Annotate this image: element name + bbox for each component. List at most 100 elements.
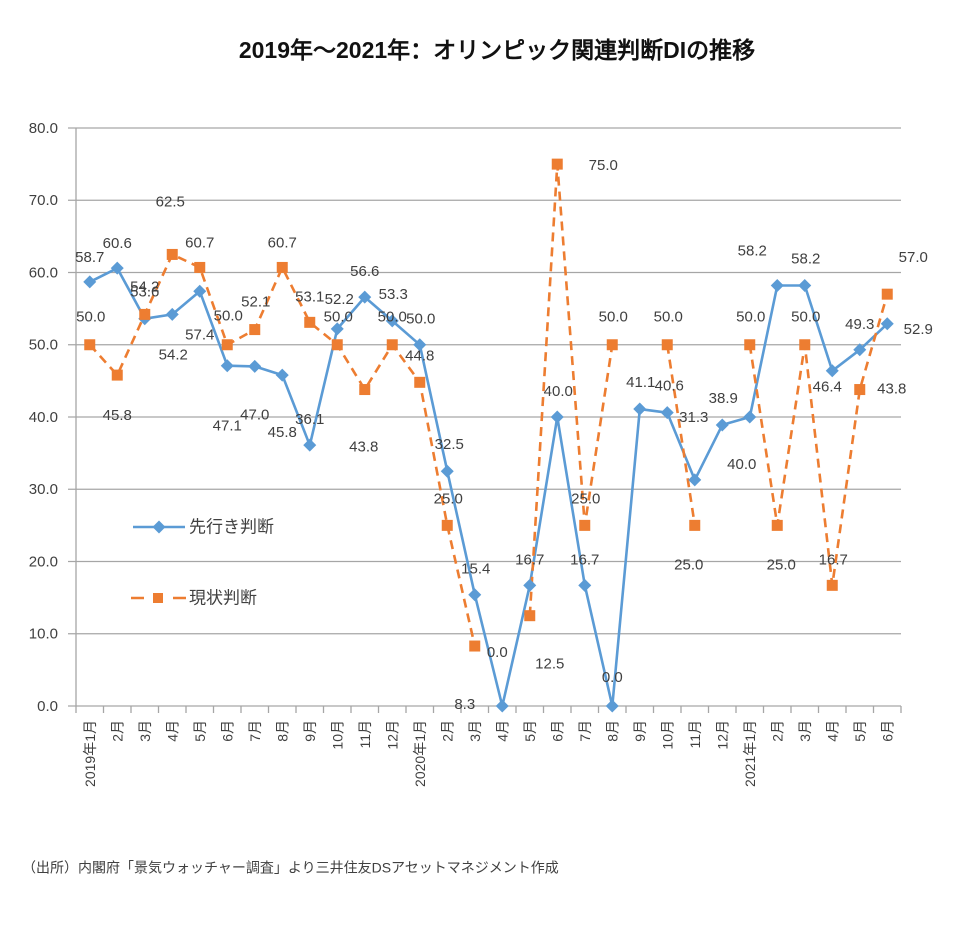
x-tick-label: 4月 (494, 720, 510, 742)
data-point-current (826, 579, 838, 591)
y-tick-label: 60.0 (29, 264, 58, 281)
data-label-forecast: 49.3 (845, 316, 874, 333)
data-point-forecast (248, 359, 262, 373)
data-point-forecast (605, 699, 619, 713)
x-tick-label: 10月 (329, 720, 345, 750)
data-label-forecast: 46.4 (813, 379, 842, 396)
data-label-current: 62.5 (156, 193, 185, 210)
data-label-forecast: 53.3 (379, 286, 408, 303)
x-tick-label: 5月 (522, 720, 538, 742)
data-point-forecast (110, 261, 124, 275)
data-point-forecast (825, 364, 839, 378)
data-point-forecast (413, 338, 427, 352)
y-tick-label: 20.0 (29, 553, 58, 570)
data-label-current: 53.1 (295, 288, 324, 305)
data-point-current (221, 339, 233, 351)
data-label-forecast: 36.1 (295, 411, 324, 428)
data-label-current: 44.8 (405, 347, 434, 364)
x-tick-label: 4月 (824, 720, 840, 742)
data-label-current: 45.8 (103, 407, 132, 424)
x-tick-label: 3月 (797, 720, 813, 742)
data-label-current: 43.8 (349, 439, 378, 456)
x-tick-label: 2月 (769, 720, 785, 742)
data-label-forecast: 16.7 (515, 551, 544, 568)
data-point-current (414, 376, 426, 388)
data-label-current: 25.0 (571, 490, 600, 507)
x-tick-label: 10月 (659, 720, 675, 750)
data-label-forecast: 52.9 (904, 321, 933, 338)
y-tick-label: 70.0 (29, 192, 58, 209)
data-label-current: 25.0 (674, 556, 703, 573)
data-label-current: 60.7 (185, 234, 214, 251)
data-label-current: 16.7 (819, 551, 848, 568)
y-tick-label: 0.0 (37, 698, 58, 715)
data-label-forecast: 31.3 (679, 409, 708, 426)
data-point-forecast (303, 438, 317, 452)
data-point-forecast (578, 578, 592, 592)
data-markers (83, 158, 894, 713)
data-label-current: 50.0 (791, 309, 820, 326)
data-label-current: 50.0 (76, 309, 105, 326)
data-label-forecast: 56.6 (350, 263, 379, 280)
diamond-marker-icon (152, 520, 166, 534)
x-axis: 2019年1月 2月 3月 4月 5月 6月 7月 8月 9月 10月 11月 12月 2020年1月 2… (75, 706, 902, 787)
data-point-forecast (853, 343, 867, 357)
x-tick-label: 8月 (274, 720, 290, 742)
x-tick-label: 2021年1月 (742, 720, 758, 787)
data-label-forecast: 52.2 (325, 291, 354, 308)
data-label-forecast: 57.4 (185, 326, 214, 343)
data-label-current: 50.0 (736, 309, 765, 326)
data-point-current (661, 339, 673, 351)
data-point-current (304, 316, 316, 328)
data-label-current: 50.0 (324, 309, 353, 326)
data-point-current (881, 288, 893, 300)
y-axis: 0.0 10.0 20.0 30.0 40.0 50.0 60.0 70.0 80.0 (29, 120, 77, 715)
data-point-forecast (440, 464, 454, 478)
x-tick-label: 3月 (137, 720, 153, 742)
data-label-forecast: 47.0 (240, 406, 269, 423)
x-tick-label: 11月 (687, 720, 703, 749)
data-point-forecast (880, 317, 894, 331)
data-label-current: 8.3 (454, 696, 475, 713)
data-label-forecast: 40.6 (655, 378, 684, 395)
x-tick-label: 6月 (549, 720, 565, 742)
data-label-current: 75.0 (589, 157, 618, 174)
data-point-current (111, 369, 123, 381)
data-point-current (469, 640, 481, 652)
series-line-forecast (89, 266, 889, 708)
x-tick-label: 6月 (219, 720, 235, 742)
x-tick-label: 3月 (467, 720, 483, 742)
data-label-forecast: 40.0 (544, 383, 573, 400)
data-label-current: 50.0 (378, 309, 407, 326)
data-label-current: 60.7 (268, 234, 297, 251)
data-label-current: 50.0 (599, 309, 628, 326)
legend-item-forecast: 先行き判断 (133, 517, 274, 536)
data-point-current (854, 384, 866, 396)
x-tick-label: 2020年1月 (412, 720, 428, 787)
data-point-forecast (523, 578, 537, 592)
data-label-current: 25.0 (767, 556, 796, 573)
data-point-current (84, 339, 96, 351)
x-tick-label: 12月 (714, 720, 730, 750)
x-tick-label: 5月 (192, 720, 208, 742)
source-note: （出所）内閣府「景気ウォッチャー調査」より三井住友DSアセットマネジメント作成 (22, 860, 559, 876)
data-point-forecast (660, 406, 674, 420)
series-lines (88, 162, 889, 708)
data-label-forecast: 50.0 (406, 311, 435, 328)
data-point-forecast (798, 279, 812, 293)
data-point-forecast (165, 307, 179, 321)
data-point-forecast (193, 284, 207, 298)
data-label-forecast: 47.1 (213, 418, 242, 435)
data-point-forecast (633, 402, 647, 416)
data-labels: 58.760.653.654.257.447.147.045.836.152.2… (75, 157, 933, 713)
x-tick-label: 7月 (247, 720, 263, 742)
data-point-forecast (715, 418, 729, 432)
data-point-forecast (550, 410, 564, 424)
x-tick-label: 6月 (879, 720, 895, 742)
data-point-forecast (688, 473, 702, 487)
data-point-forecast (83, 275, 97, 289)
x-tick-label: 2019年1月 (82, 720, 98, 787)
data-label-current: 12.5 (535, 656, 564, 673)
data-point-forecast (770, 279, 784, 293)
